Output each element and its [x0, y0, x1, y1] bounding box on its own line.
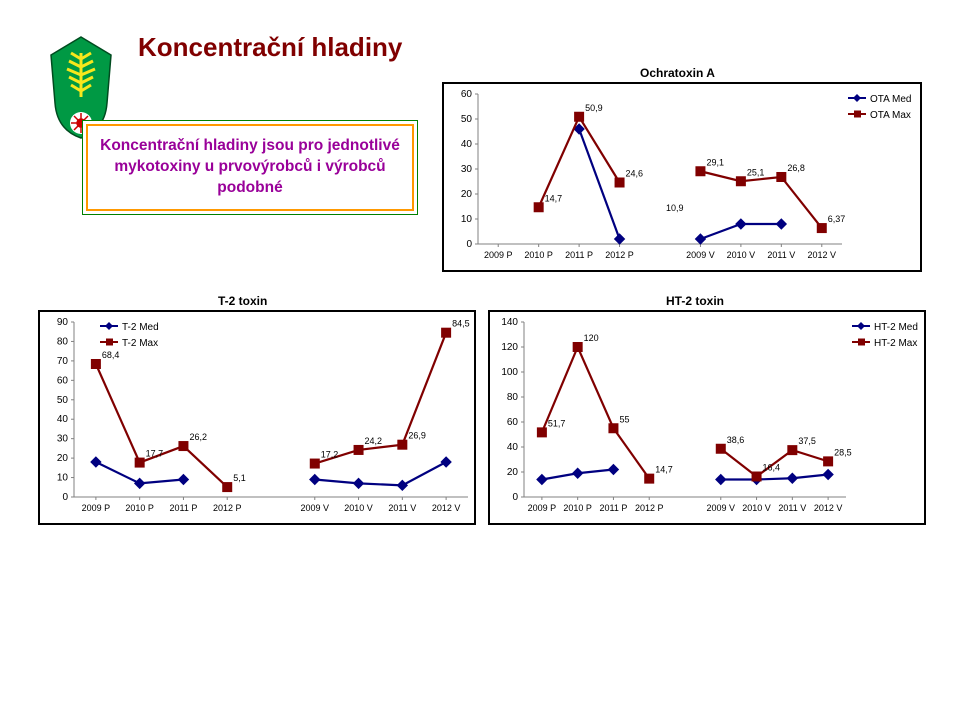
svg-text:26,9: 26,9: [408, 431, 426, 441]
svg-text:0: 0: [62, 492, 68, 503]
svg-text:2012 V: 2012 V: [814, 503, 843, 513]
svg-text:OTA Max: OTA Max: [870, 110, 911, 121]
svg-text:17,2: 17,2: [321, 450, 339, 460]
svg-text:2010 P: 2010 P: [125, 503, 154, 513]
svg-text:10: 10: [461, 214, 473, 225]
svg-text:2010 V: 2010 V: [742, 503, 771, 513]
right-chart: 0 20 40 60 80 100 120 140 2009 P 2010 P 2011 P 2012…: [488, 310, 926, 525]
svg-text:2012 P: 2012 P: [213, 503, 242, 513]
svg-text:2009 V: 2009 V: [301, 503, 330, 513]
svg-text:140: 140: [501, 317, 518, 328]
svg-text:2012 V: 2012 V: [432, 503, 461, 513]
top-chart-title: Ochratoxin A: [640, 66, 715, 80]
svg-text:2009 P: 2009 P: [528, 503, 557, 513]
svg-text:38,6: 38,6: [727, 435, 745, 445]
svg-text:2009 V: 2009 V: [707, 503, 736, 513]
svg-text:80: 80: [507, 392, 519, 403]
svg-text:80: 80: [57, 336, 69, 347]
svg-text:2011 V: 2011 V: [388, 503, 416, 513]
svg-text:2011 V: 2011 V: [767, 250, 795, 260]
svg-text:0: 0: [512, 492, 518, 503]
svg-text:2011 V: 2011 V: [778, 503, 806, 513]
svg-text:60: 60: [507, 417, 519, 428]
svg-text:37,5: 37,5: [798, 436, 816, 446]
svg-text:120: 120: [584, 333, 599, 343]
svg-text:14,7: 14,7: [545, 193, 563, 203]
svg-text:2011 P: 2011 P: [170, 503, 198, 513]
svg-text:90: 90: [57, 317, 69, 328]
svg-text:2011 P: 2011 P: [600, 503, 628, 513]
svg-text:28,5: 28,5: [834, 447, 852, 457]
svg-text:30: 30: [461, 164, 473, 175]
svg-text:HT-2 Med: HT-2 Med: [874, 322, 918, 333]
description-box: Koncentrační hladiny jsou pro jednotlivé…: [82, 120, 418, 215]
svg-text:70: 70: [57, 356, 69, 367]
svg-text:55: 55: [619, 414, 629, 424]
svg-text:2010 V: 2010 V: [344, 503, 373, 513]
svg-text:OTA Med: OTA Med: [870, 94, 912, 105]
svg-text:40: 40: [507, 442, 519, 453]
svg-text:16,4: 16,4: [763, 463, 781, 473]
svg-text:2009 V: 2009 V: [686, 250, 715, 260]
svg-text:60: 60: [461, 89, 473, 100]
svg-text:0: 0: [466, 239, 472, 250]
svg-text:2009 P: 2009 P: [484, 250, 513, 260]
svg-text:2011 P: 2011 P: [565, 250, 593, 260]
svg-text:10,9: 10,9: [666, 203, 684, 213]
svg-text:17,7: 17,7: [146, 449, 164, 459]
svg-text:26,2: 26,2: [189, 432, 207, 442]
svg-text:40: 40: [57, 414, 69, 425]
svg-text:40: 40: [461, 139, 473, 150]
svg-text:84,5: 84,5: [452, 319, 470, 329]
svg-text:2012 P: 2012 P: [605, 250, 634, 260]
svg-text:50,9: 50,9: [585, 103, 603, 113]
svg-text:2010 P: 2010 P: [524, 250, 553, 260]
svg-text:25,1: 25,1: [747, 167, 765, 177]
svg-text:2010 P: 2010 P: [563, 503, 592, 513]
svg-text:68,4: 68,4: [102, 350, 120, 360]
svg-text:60: 60: [57, 375, 69, 386]
svg-text:T-2 Max: T-2 Max: [122, 338, 158, 349]
svg-text:10: 10: [57, 473, 69, 484]
svg-text:HT-2 Max: HT-2 Max: [874, 338, 917, 349]
svg-text:24,6: 24,6: [626, 169, 644, 179]
svg-text:20: 20: [507, 467, 519, 478]
svg-text:51,7: 51,7: [548, 418, 566, 428]
svg-text:50: 50: [57, 395, 69, 406]
svg-text:6,37: 6,37: [828, 214, 846, 224]
svg-text:24,2: 24,2: [365, 436, 383, 446]
right-chart-title: HT-2 toxin: [666, 294, 724, 308]
svg-text:100: 100: [501, 367, 518, 378]
svg-text:5,1: 5,1: [233, 473, 246, 483]
svg-text:T-2 Med: T-2 Med: [122, 322, 159, 333]
top-chart: 0 10 20 30 40 50 60 2009 P 2010 P 2011 P 2012 P 200…: [442, 82, 922, 272]
svg-text:30: 30: [57, 434, 69, 445]
svg-text:120: 120: [501, 342, 518, 353]
svg-text:29,1: 29,1: [706, 157, 724, 167]
svg-text:50: 50: [461, 114, 473, 125]
svg-text:20: 20: [461, 189, 473, 200]
svg-text:2010 V: 2010 V: [727, 250, 756, 260]
svg-text:26,8: 26,8: [787, 163, 805, 173]
left-chart: 0 10 20 30 40 50 60 70 80 90 2009 P 2010 P 2011 P 201…: [38, 310, 476, 525]
svg-text:2012 P: 2012 P: [635, 503, 664, 513]
description-text: Koncentrační hladiny jsou pro jednotlivé…: [86, 124, 414, 211]
svg-text:20: 20: [57, 453, 69, 464]
page-title: Koncentrační hladiny: [138, 32, 402, 63]
svg-text:2012 V: 2012 V: [808, 250, 837, 260]
svg-text:2009 P: 2009 P: [82, 503, 111, 513]
left-chart-title: T-2 toxin: [218, 294, 267, 308]
svg-text:14,7: 14,7: [655, 465, 673, 475]
